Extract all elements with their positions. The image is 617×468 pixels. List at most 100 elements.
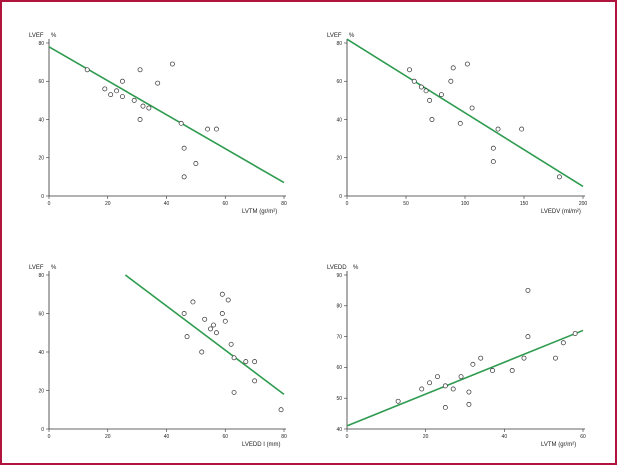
chart-panel-1: 0 20 40 60 80 0 20 40 60 80 LVEF % LVTM (gr/m²): [29, 33, 287, 215]
data-point: [490, 159, 496, 165]
data-point: [228, 341, 234, 347]
data-point: [395, 398, 401, 404]
y-tick-label: 0: [339, 194, 342, 200]
regression-line: [346, 38, 584, 188]
data-point: [490, 145, 496, 151]
data-point: [525, 334, 531, 340]
data-point: [278, 407, 284, 413]
data-point: [572, 331, 578, 336]
y-axis-label: LVEF: [327, 33, 342, 39]
y-tick-label: 90: [336, 273, 342, 279]
data-point: [181, 174, 187, 180]
data-point: [137, 117, 143, 122]
scatter-figure: 0 20 40 60 80 0 20 40 60 80 LVEF % LVTM (gr/m²) 0 50 10…: [29, 33, 588, 448]
x-tick-label: 150: [520, 201, 529, 207]
y-tick-label: 80: [336, 41, 342, 47]
data-point: [178, 120, 184, 126]
data-point: [243, 359, 249, 365]
data-point: [442, 404, 448, 410]
data-point: [458, 374, 464, 380]
data-point: [427, 97, 433, 103]
regression-line: [124, 274, 285, 395]
data-point: [519, 126, 525, 132]
data-point: [169, 61, 175, 67]
x-tick-label: 60: [222, 201, 228, 207]
data-point: [427, 380, 433, 386]
data-point: [495, 126, 501, 132]
y-tick-label: 50: [336, 396, 342, 402]
data-point: [466, 401, 472, 407]
y-tick-label: 60: [38, 79, 44, 85]
y-axis-unit: %: [349, 33, 355, 39]
data-point: [225, 297, 231, 303]
x-tick-label: 0: [48, 434, 51, 440]
x-tick-label: 40: [164, 434, 170, 440]
x-axis-label: LVEDD I (mm): [242, 442, 281, 448]
data-point: [448, 78, 454, 84]
y-tick-label: 0: [41, 194, 44, 200]
data-point: [231, 389, 237, 395]
data-point: [146, 105, 152, 111]
x-tick-label: 0: [346, 201, 349, 207]
x-tick-label: 80: [281, 201, 287, 207]
data-point: [419, 386, 425, 392]
y-axis-unit: %: [353, 265, 359, 271]
y-axis-unit: %: [51, 265, 57, 271]
data-point: [450, 65, 456, 71]
axis-lines: [346, 271, 585, 430]
y-tick-label: 40: [38, 350, 44, 356]
data-point: [108, 92, 114, 98]
data-point: [202, 316, 208, 322]
data-point: [470, 361, 476, 367]
data-point: [119, 94, 125, 100]
y-tick-label: 80: [336, 304, 342, 310]
data-point: [208, 326, 214, 332]
x-tick-label: 200: [579, 201, 588, 207]
data-point: [131, 97, 137, 103]
data-point: [213, 126, 219, 132]
chart-panel-4: 0 20 40 60 40 50 60 70 80 90 LVEDD % LVTM (gr/m²): [327, 265, 586, 448]
y-tick-label: 60: [336, 79, 342, 85]
data-point: [466, 389, 472, 395]
data-point: [211, 322, 216, 328]
x-axis-label: LVEDV (ml/m²): [541, 209, 581, 215]
regression-line: [346, 329, 584, 427]
x-tick-label: 40: [164, 201, 170, 207]
data-point: [423, 88, 429, 94]
data-point: [184, 334, 190, 340]
data-point: [231, 355, 237, 361]
data-point: [155, 80, 161, 86]
x-tick-label: 80: [281, 434, 287, 440]
x-tick-label: 20: [423, 434, 429, 440]
data-point: [84, 67, 90, 73]
data-point: [556, 174, 562, 180]
data-point: [509, 368, 515, 373]
y-tick-label: 80: [38, 41, 44, 47]
data-point: [560, 340, 566, 346]
y-tick-label: 70: [336, 334, 342, 340]
y-tick-label: 40: [336, 117, 342, 123]
data-point: [464, 61, 470, 67]
x-tick-label: 50: [403, 201, 409, 207]
data-point: [553, 355, 558, 361]
data-point: [219, 291, 225, 297]
y-tick-label: 20: [38, 156, 44, 162]
data-point: [450, 386, 456, 392]
data-point: [442, 383, 448, 389]
y-tick-label: 20: [336, 156, 342, 162]
data-point: [478, 355, 484, 361]
x-tick-label: 60: [580, 434, 586, 440]
x-tick-label: 20: [105, 434, 111, 440]
y-tick-label: 0: [41, 427, 44, 433]
x-tick-label: 60: [222, 434, 228, 440]
data-point: [435, 374, 440, 380]
x-tick-label: 0: [346, 434, 349, 440]
data-point: [114, 88, 120, 94]
data-point: [411, 78, 417, 84]
y-tick-label: 60: [336, 365, 342, 371]
data-point: [193, 161, 199, 166]
y-tick-label: 60: [38, 311, 44, 317]
x-tick-label: 100: [461, 201, 470, 207]
data-point: [525, 287, 531, 293]
